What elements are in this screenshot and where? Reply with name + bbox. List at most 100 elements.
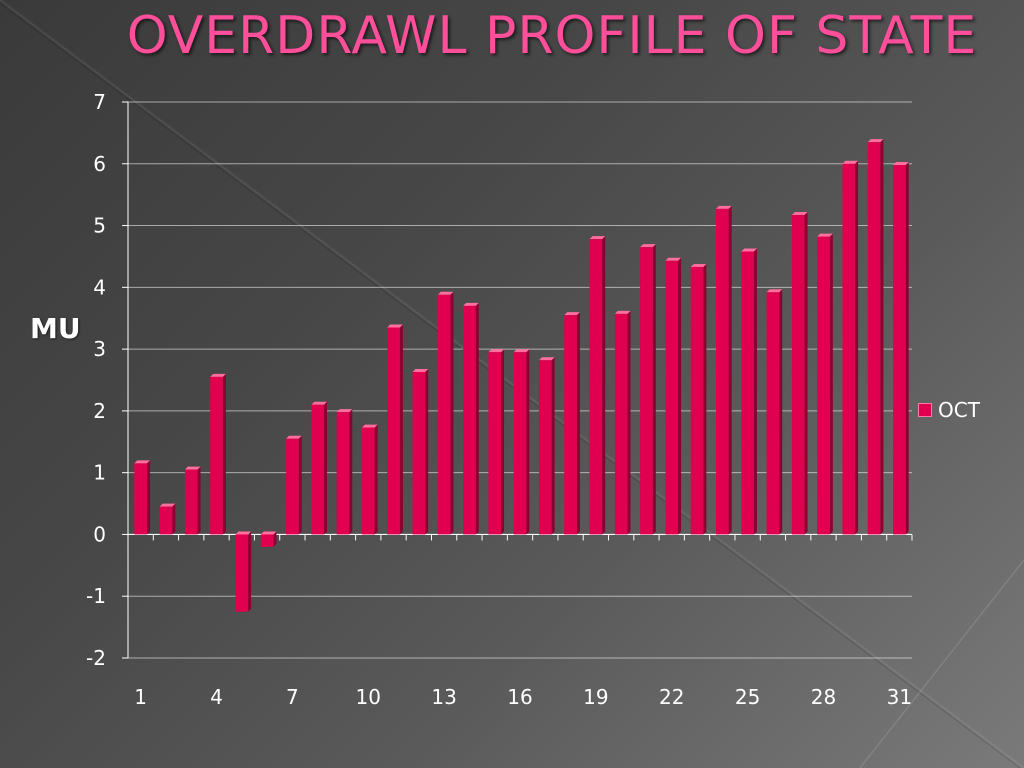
bar [690, 266, 704, 535]
bar-top [134, 460, 150, 464]
bar-top [589, 236, 606, 240]
bar-side [324, 401, 327, 535]
bar [159, 506, 173, 535]
bar [766, 292, 780, 535]
bar [184, 469, 198, 535]
y-tick-label: 5 [93, 214, 106, 238]
bar [235, 534, 249, 612]
bar-top [361, 424, 378, 428]
bar-side [602, 236, 606, 535]
bar-top [791, 212, 808, 216]
bar-top [513, 349, 530, 353]
bar-top [412, 368, 429, 372]
y-tick-label: 0 [93, 522, 106, 546]
legend-swatch-oct [918, 403, 932, 417]
bar [564, 315, 577, 535]
bar-top [538, 357, 555, 361]
bar [134, 463, 147, 535]
y-tick-label: -2 [86, 646, 106, 670]
bar-side [576, 312, 580, 535]
x-tick-label: 1 [134, 685, 147, 709]
bar-side [880, 139, 884, 535]
bar [513, 352, 527, 535]
bar-side [374, 424, 378, 535]
bar-side [450, 291, 454, 535]
bar-top [867, 139, 884, 143]
bar-top [437, 291, 454, 295]
y-tick-label: 1 [93, 461, 106, 485]
bar [741, 251, 754, 535]
bar-top [640, 244, 656, 248]
bar [463, 305, 476, 535]
bar-side [627, 310, 631, 535]
bar-side [728, 205, 732, 535]
bar [412, 371, 426, 535]
bar-top [766, 289, 783, 293]
bar-top [235, 531, 252, 535]
bar-top [741, 248, 757, 252]
bar-side [475, 302, 479, 535]
bar [867, 142, 881, 535]
y-tick-label: 2 [93, 399, 106, 423]
bar-top [665, 257, 682, 261]
x-tick-label: 13 [431, 685, 456, 709]
bar-side [349, 409, 353, 535]
page-title: OVERDRAWL PROFILE OF STATE [126, 6, 978, 66]
bar-top [817, 233, 833, 237]
bar-top [286, 435, 302, 439]
bar-side [425, 368, 429, 535]
x-tick-label: 10 [356, 685, 381, 709]
y-tick-label: 3 [93, 337, 106, 361]
bar-top [488, 349, 505, 353]
bar-side [829, 233, 833, 535]
bar-top [716, 205, 732, 209]
bar-top [311, 401, 327, 405]
bar-top [842, 160, 859, 164]
bar-top [210, 373, 226, 377]
bar [336, 412, 350, 535]
bar [716, 208, 729, 535]
bar-top [336, 409, 353, 413]
bar-side [248, 531, 252, 612]
bar-top [184, 466, 201, 470]
bar [311, 404, 324, 535]
bar [260, 534, 274, 547]
y-tick-label: 6 [93, 152, 106, 176]
x-tick-label: 4 [210, 685, 223, 709]
bar-side [855, 160, 859, 535]
bar [361, 427, 375, 535]
bar [488, 352, 502, 535]
bar [286, 438, 299, 535]
x-tick-label: 16 [507, 685, 532, 709]
bar-top [387, 324, 403, 328]
bar-top [614, 310, 631, 314]
bar-side [172, 503, 176, 535]
bar [437, 294, 451, 535]
bar-side [652, 244, 656, 535]
x-tick-label: 25 [735, 685, 760, 709]
bar-side [703, 263, 707, 535]
bar [640, 247, 653, 535]
bar [842, 163, 856, 535]
bar-side [526, 349, 530, 535]
bar-side [779, 289, 783, 535]
bar [210, 376, 223, 535]
x-tick-label: 22 [659, 685, 684, 709]
bar-side [222, 373, 226, 535]
y-tick-label: 4 [93, 275, 106, 299]
bar-side [298, 435, 302, 535]
chart-legend: OCT [918, 398, 980, 422]
bar-top [893, 162, 909, 166]
y-axis-label: MU [30, 312, 81, 345]
bar-side [501, 349, 505, 535]
bar [893, 165, 906, 535]
bar-top [690, 263, 707, 267]
x-tick-label: 19 [583, 685, 608, 709]
bar [387, 327, 400, 535]
bar-side [551, 357, 555, 535]
bar-side [678, 257, 682, 535]
y-tick-label: -1 [86, 584, 106, 608]
x-tick-label: 28 [811, 685, 836, 709]
